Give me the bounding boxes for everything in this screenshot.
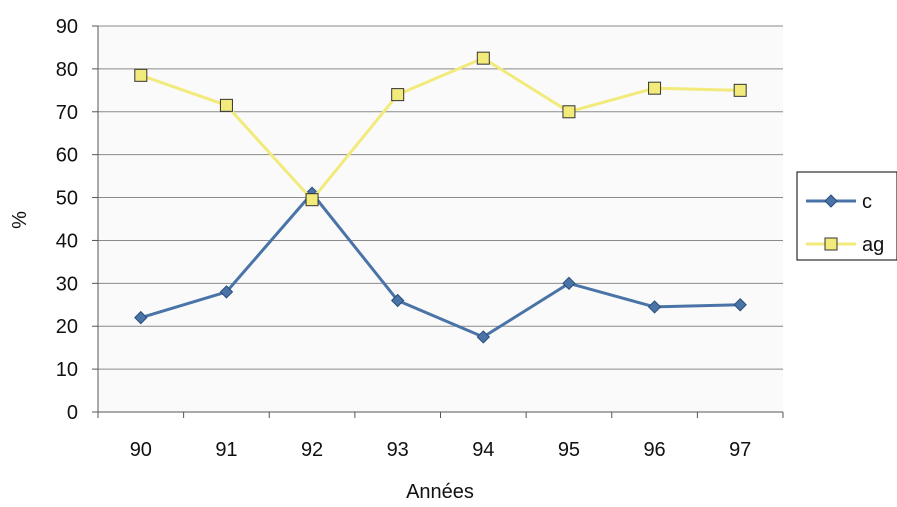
data-point-c: [476, 330, 491, 344]
x-tick-label: 95: [558, 439, 580, 461]
legend-marker-c: [824, 194, 838, 208]
legend-label-ag: ag: [862, 234, 884, 256]
x-tick-label: 97: [729, 439, 751, 461]
x-axis-title: Années: [406, 481, 474, 503]
x-tick-label: 92: [301, 439, 323, 461]
y-tick-label: 70: [56, 102, 78, 124]
x-tick-label: 90: [130, 439, 152, 461]
y-tick-label: 10: [56, 359, 78, 381]
data-point-ag: [648, 81, 662, 95]
data-point-ag: [476, 51, 490, 65]
data-point-ag: [562, 105, 576, 119]
data-point-c: [733, 298, 747, 312]
y-tick-label: 0: [67, 402, 78, 424]
x-tick-labels: 90 91 92 93 94 95 96 97: [130, 439, 752, 461]
y-tick-label: 50: [56, 188, 78, 210]
series-lines: [134, 51, 747, 344]
axes: [92, 25, 784, 418]
data-point-c: [219, 285, 234, 299]
x-tick-label: 94: [472, 439, 494, 461]
data-point-c: [390, 293, 405, 308]
legend-label-c: c: [862, 191, 872, 213]
data-point-ag: [391, 88, 405, 102]
data-point-c: [562, 276, 576, 291]
y-tick-labels: 0 10 20 30 40 50 60 70 80 90: [56, 16, 78, 424]
legend: c ag: [796, 171, 897, 261]
data-point-ag: [305, 193, 319, 207]
y-tick-label: 90: [56, 16, 78, 38]
y-tick-label: 60: [56, 145, 78, 167]
y-axis-title: %: [9, 211, 31, 229]
data-point-ag: [733, 83, 747, 97]
series-line-c: [140, 190, 741, 339]
y-tick-label: 30: [56, 273, 78, 295]
data-point-c: [134, 310, 148, 325]
plot-area: [98, 26, 783, 412]
x-tick-label: 93: [387, 439, 409, 461]
x-tick-label: 96: [643, 439, 665, 461]
gridlines: [98, 25, 783, 412]
legend-marker-ag: [824, 237, 838, 251]
data-point-ag: [134, 68, 148, 82]
x-tick-label: 91: [215, 439, 237, 461]
y-tick-label: 20: [56, 316, 78, 338]
series-line-ag: [140, 56, 741, 202]
data-point-c: [647, 300, 662, 314]
y-tick-label: 80: [56, 59, 78, 81]
y-tick-label: 40: [56, 230, 78, 252]
data-point-ag: [219, 98, 233, 112]
